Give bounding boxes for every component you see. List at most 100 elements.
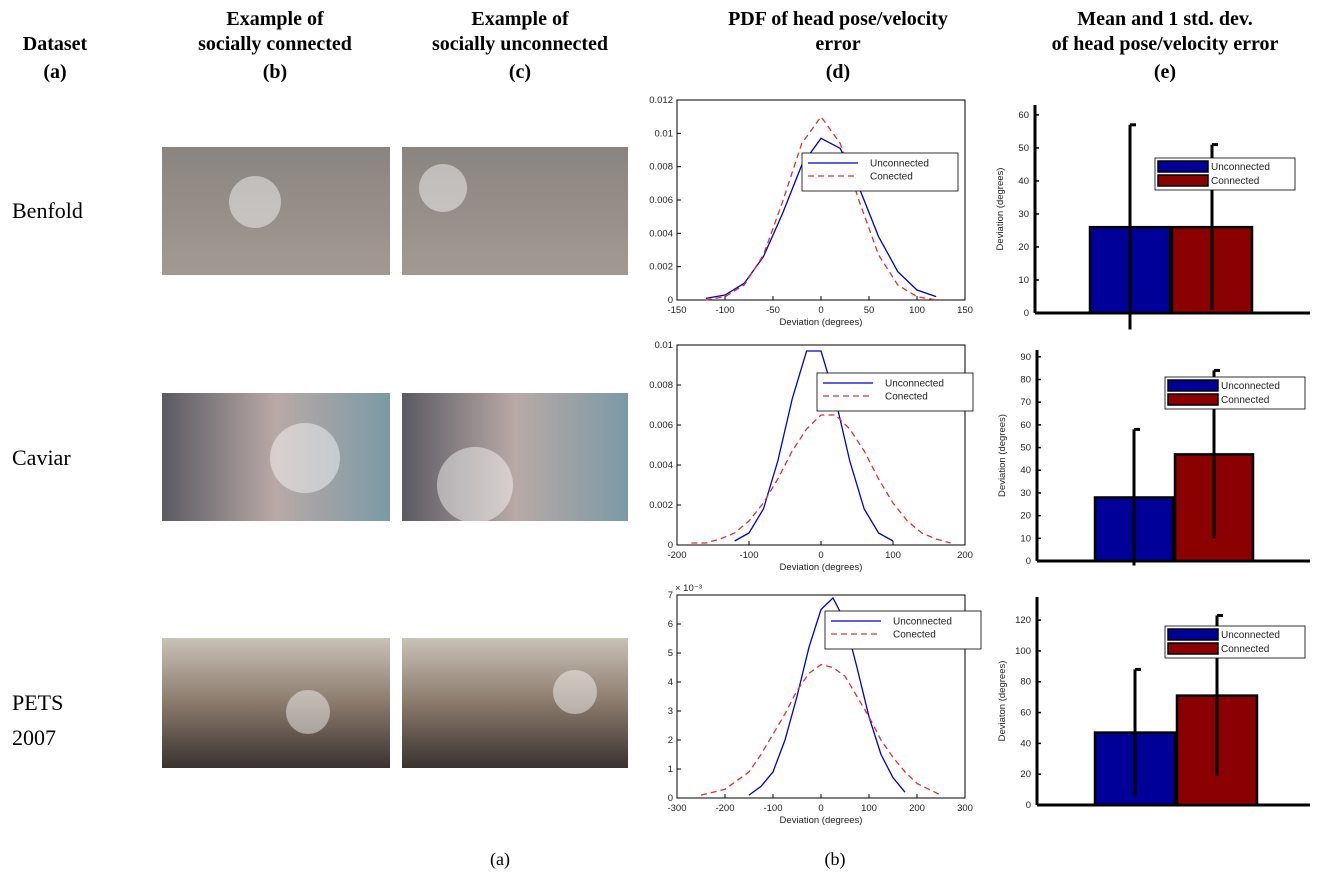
series-line <box>705 137 937 299</box>
legend-label: Unconnected <box>1221 381 1280 392</box>
y-axis-label: Deviaton (degrees) <box>997 661 1008 742</box>
y-tick-label: 0 <box>1024 308 1029 319</box>
y-tick-label: 30 <box>1020 488 1031 499</box>
y-tick-label: 0 <box>668 540 673 551</box>
legend-label: Conected <box>893 630 936 641</box>
series-line <box>700 663 942 796</box>
y-tick-label: 4 <box>668 677 673 688</box>
highlight <box>229 176 281 228</box>
y-tick-label: 120 <box>1015 615 1031 626</box>
y-tick-label: 3 <box>668 706 673 717</box>
photos <box>162 147 628 768</box>
column-header: error <box>815 33 860 55</box>
y-tick-label: 10 <box>1020 533 1031 544</box>
y-tick-label: 60 <box>1020 708 1031 719</box>
x-tick-label: 0 <box>818 550 823 561</box>
series-line <box>691 414 951 544</box>
x-axis-label: Deviation (degrees) <box>780 815 863 826</box>
legend-swatch <box>1157 160 1209 173</box>
y-axis-label: Deviation (degrees) <box>997 414 1008 497</box>
x-tick-label: -300 <box>667 803 686 814</box>
column-header: Mean and 1 std. dev. <box>1077 8 1253 30</box>
x-tick-label: 300 <box>957 803 973 814</box>
y-tick-label: 6 <box>668 619 673 630</box>
column-header: socially connected <box>198 33 352 55</box>
y-tick-label: 0.006 <box>649 420 673 431</box>
y-tick-label: 0.002 <box>649 262 673 273</box>
y-tick-label: 0 <box>1026 800 1031 811</box>
y-tick-label: 70 <box>1020 397 1031 408</box>
y-tick-label: 0.01 <box>655 128 674 139</box>
x-tick-label: 100 <box>885 550 901 561</box>
legend-box <box>801 152 959 192</box>
y-scale-label: × 10⁻³ <box>675 583 702 594</box>
column-header: of head pose/velocity error <box>1052 33 1279 55</box>
column-header: (b) <box>263 61 287 83</box>
legend-label: Unconnected <box>1221 630 1280 641</box>
y-tick-label: 0.012 <box>649 95 673 106</box>
legend-box <box>816 372 974 412</box>
y-tick-label: 20 <box>1020 511 1031 522</box>
y-tick-label: 0.01 <box>655 340 674 351</box>
column-header: (e) <box>1154 61 1176 83</box>
x-tick-label: 200 <box>909 803 925 814</box>
y-tick-label: 80 <box>1020 677 1031 688</box>
legend-box <box>824 610 982 650</box>
legend-label: Conected <box>870 172 913 183</box>
photo <box>162 147 390 275</box>
highlight <box>437 447 513 523</box>
x-tick-label: 100 <box>861 803 877 814</box>
photo <box>402 393 628 521</box>
legend-label: Connected <box>1221 644 1269 655</box>
highlight <box>553 670 597 714</box>
y-tick-label: 80 <box>1020 374 1031 385</box>
y-tick-label: 60 <box>1020 420 1031 431</box>
series-line <box>705 115 937 301</box>
column-header: PDF of head pose/velocity <box>728 8 948 30</box>
legend-swatch <box>1167 379 1219 392</box>
y-tick-label: 30 <box>1018 209 1029 220</box>
legend-label: Unconnected <box>870 159 929 170</box>
legend-label: Conected <box>885 392 928 403</box>
series-line <box>734 350 894 542</box>
y-tick-label: 50 <box>1018 143 1029 154</box>
x-tick-label: 100 <box>909 305 925 316</box>
legend-label: Unconnected <box>885 379 944 390</box>
y-tick-label: 0.002 <box>649 500 673 511</box>
y-tick-label: 0.004 <box>649 228 673 239</box>
y-tick-label: 50 <box>1020 443 1031 454</box>
legend-label: Connected <box>1211 176 1259 187</box>
y-tick-label: 0.006 <box>649 195 673 206</box>
y-tick-label: 40 <box>1018 176 1029 187</box>
y-tick-label: 40 <box>1020 738 1031 749</box>
column-header: (d) <box>826 61 850 83</box>
legend-label: Unconnected <box>1211 162 1270 173</box>
x-tick-label: -100 <box>715 305 734 316</box>
y-tick-label: 2 <box>668 735 673 746</box>
photo <box>162 638 390 768</box>
x-axis-label: Deviation (degrees) <box>780 562 863 573</box>
plot-frame <box>676 99 966 301</box>
y-tick-label: 7 <box>668 590 673 601</box>
legend-swatch <box>1157 174 1209 187</box>
y-tick-label: 0.008 <box>649 380 673 391</box>
x-axis-label: Deviation (degrees) <box>780 317 863 328</box>
x-tick-label: -100 <box>763 803 782 814</box>
y-tick-label: 5 <box>668 648 673 659</box>
x-tick-label: 150 <box>957 305 973 316</box>
x-tick-label: -100 <box>739 550 758 561</box>
caption: (b) <box>825 849 846 870</box>
column-header: (a) <box>43 61 66 83</box>
y-tick-label: 40 <box>1020 465 1031 476</box>
dataset-name: PETS <box>12 690 63 715</box>
x-tick-label: 200 <box>957 550 973 561</box>
photo <box>162 393 390 521</box>
y-tick-label: 0 <box>668 793 673 804</box>
y-tick-label: 0.004 <box>649 460 673 471</box>
x-tick-label: -200 <box>667 550 686 561</box>
highlight <box>419 164 467 212</box>
column-header: Dataset <box>23 33 88 55</box>
y-tick-label: 0 <box>668 295 673 306</box>
x-tick-label: 0 <box>818 305 823 316</box>
